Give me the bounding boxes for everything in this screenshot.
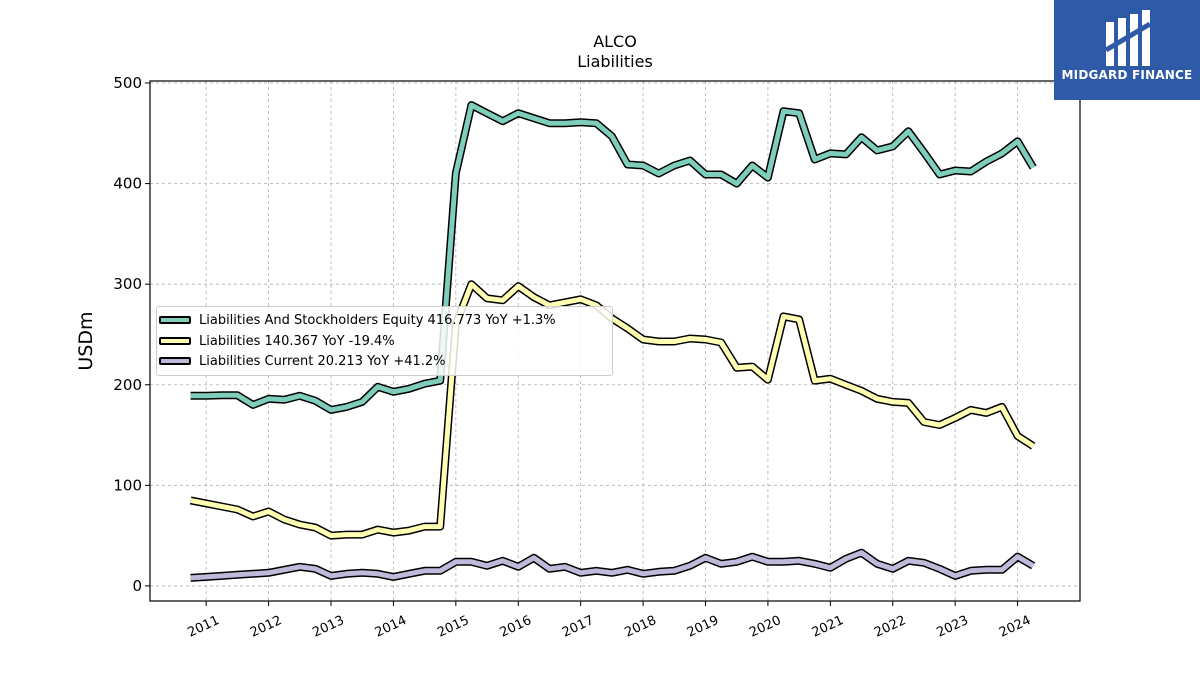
x-tick-label: 2024 (997, 613, 1033, 641)
legend-swatch-liabilities (159, 337, 191, 345)
chart-title-block: ALCO Liabilities (0, 32, 1200, 72)
x-tick-label: 2023 (935, 613, 971, 641)
y-tick-label: 300 (113, 275, 142, 293)
chart-subtitle: Liabilities (577, 52, 653, 71)
y-axis-label: USDm (75, 311, 97, 370)
chart-legend: Liabilities And Stockholders Equity 416.… (156, 306, 613, 376)
y-tick-label: 400 (113, 175, 142, 193)
y-tick-label: 500 (113, 74, 142, 92)
series-line-0 (190, 102, 1036, 413)
x-tick-label: 2015 (435, 613, 471, 641)
x-tick-label: 2016 (498, 613, 534, 641)
x-tick-label: 2013 (310, 613, 346, 641)
plot-frame (149, 80, 1081, 602)
legend-swatch-current (159, 357, 191, 365)
legend-label-current: Liabilities Current 20.213 YoY +41.2% (199, 353, 446, 369)
legend-label-liabilities: Liabilities 140.367 YoY -19.4% (199, 333, 395, 349)
y-tick-label: 200 (113, 376, 142, 394)
logo-mark-icon (1104, 10, 1152, 66)
x-tick-label: 2011 (186, 613, 222, 641)
y-tick-label: 100 (113, 476, 142, 494)
legend-item-current: Liabilities Current 20.213 YoY +41.2% (157, 352, 446, 370)
logo-text: MIDGARD FINANCE (1061, 68, 1193, 82)
legend-item-liabilities: Liabilities 140.367 YoY -19.4% (157, 332, 395, 350)
x-tick-label: 2012 (248, 613, 284, 641)
series-line-2 (190, 550, 1035, 581)
legend-swatch-equity (159, 316, 191, 324)
legend-label-equity: Liabilities And Stockholders Equity 416.… (199, 312, 556, 328)
x-tick-label: 2014 (373, 613, 409, 641)
legend-item-equity: Liabilities And Stockholders Equity 416.… (157, 311, 556, 329)
x-tick-label: 2020 (747, 613, 783, 641)
brand-logo: MIDGARD FINANCE (1054, 0, 1200, 100)
y-tick-label: 0 (132, 577, 142, 595)
x-tick-label: 2017 (560, 613, 596, 641)
x-tick-label: 2019 (685, 613, 721, 641)
x-tick-label: 2018 (622, 613, 658, 641)
x-tick-label: 2022 (872, 613, 908, 641)
x-tick-label: 2021 (810, 613, 846, 641)
chart-title: ALCO (593, 32, 637, 51)
